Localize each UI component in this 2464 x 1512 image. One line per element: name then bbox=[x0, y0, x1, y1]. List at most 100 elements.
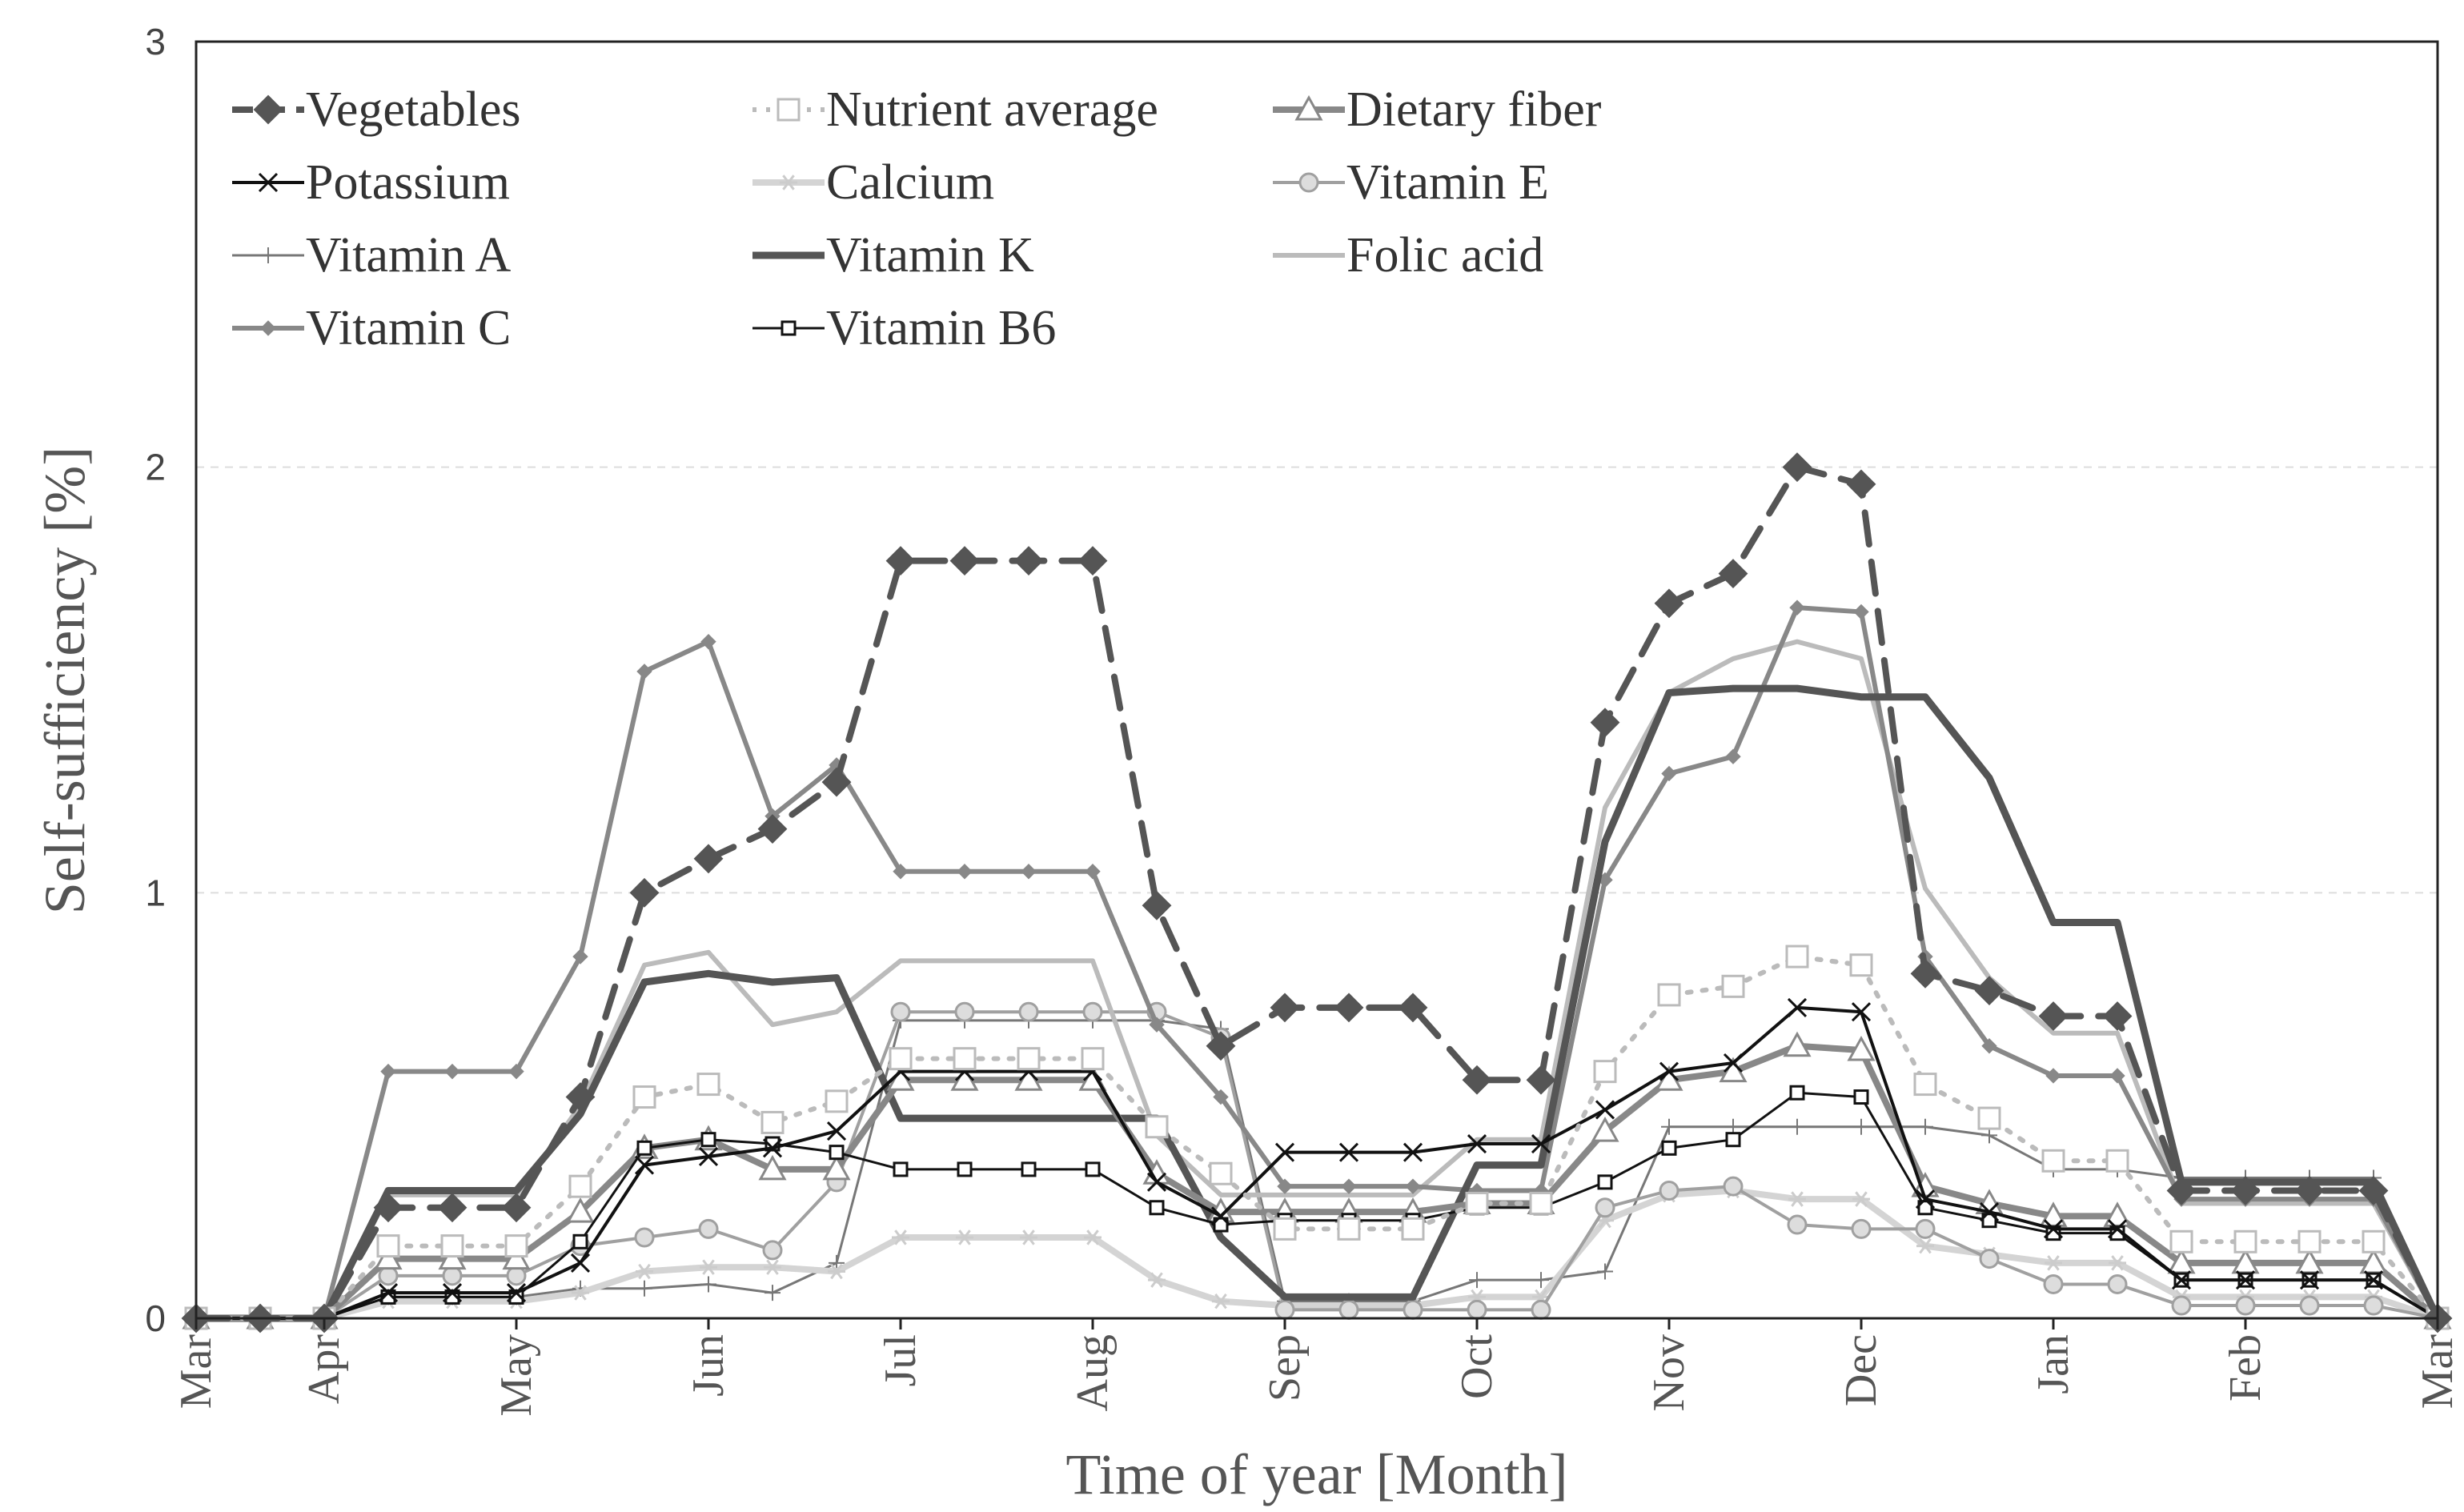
legend-marker bbox=[1294, 94, 1323, 121]
data-point-potassium bbox=[2043, 1219, 2064, 1239]
data-point-vegetables bbox=[2166, 1176, 2197, 1205]
series-vitamin-b6 bbox=[188, 1085, 2446, 1326]
series-line-potassium bbox=[195, 1005, 2439, 1320]
data-point-calcium bbox=[1788, 1191, 1806, 1207]
data-point-vitamin-c bbox=[508, 1063, 524, 1080]
data-point-vitamin-b6 bbox=[1661, 1140, 1677, 1156]
data-point-vitamin-b6 bbox=[1149, 1200, 1165, 1216]
data-point-vitamin-e bbox=[2299, 1295, 2320, 1316]
data-point-nutrient-average bbox=[953, 1047, 977, 1071]
series-vegetables bbox=[181, 452, 2453, 1334]
data-point-potassium bbox=[2171, 1270, 2192, 1290]
data-point-vegetables bbox=[2038, 1001, 2069, 1031]
legend-label: Nutrient average bbox=[826, 82, 1158, 137]
data-point-potassium bbox=[634, 1155, 655, 1175]
data-point-vitamin-a bbox=[1981, 1127, 1997, 1144]
x-axis-ticks: Mar Apr May Jun Jul Aug Sep Oct Nov Dec Jan Feb Mar bbox=[171, 1318, 2462, 1417]
data-point-vegetables bbox=[821, 767, 852, 797]
data-point-potassium bbox=[1595, 1100, 1615, 1120]
data-point-vitamin-e bbox=[1659, 1181, 1679, 1201]
data-point-vegetables bbox=[885, 546, 916, 576]
data-point-potassium bbox=[1338, 1142, 1359, 1162]
data-point-nutrient-average bbox=[1785, 944, 1809, 969]
data-point-nutrient-average bbox=[889, 1047, 913, 1071]
data-point-vitamin-e bbox=[442, 1265, 463, 1286]
data-point-calcium bbox=[956, 1229, 973, 1245]
data-point-nutrient-average bbox=[1081, 1047, 1105, 1071]
data-point-vegetables bbox=[757, 814, 788, 844]
data-point-nutrient-average bbox=[1593, 1060, 1617, 1084]
data-point-potassium bbox=[506, 1283, 527, 1303]
data-point-nutrient-average bbox=[696, 1073, 720, 1097]
data-point-vitamin-c bbox=[2045, 1068, 2061, 1084]
data-point-potassium bbox=[826, 1121, 847, 1141]
data-point-potassium bbox=[2363, 1270, 2384, 1290]
data-point-potassium bbox=[1531, 1133, 1551, 1154]
legend-item-vegetables: Vegetables bbox=[232, 82, 521, 137]
y-tick-label: 0 bbox=[145, 1297, 166, 1339]
data-point-nutrient-average bbox=[1145, 1115, 1169, 1139]
data-point-vitamin-e bbox=[2107, 1273, 2128, 1294]
data-point-calcium bbox=[1916, 1237, 1934, 1254]
data-point-vitamin-c bbox=[1725, 748, 1741, 764]
data-point-nutrient-average bbox=[632, 1085, 656, 1109]
data-point-vegetables bbox=[1334, 993, 1364, 1023]
data-point-vitamin-c bbox=[700, 633, 716, 650]
data-point-calcium bbox=[2045, 1255, 2062, 1271]
data-point-vitamin-c bbox=[1021, 864, 1037, 880]
data-point-vegetables bbox=[2358, 1176, 2389, 1205]
data-point-vitamin-c bbox=[1085, 864, 1101, 880]
data-point-nutrient-average bbox=[1977, 1106, 2001, 1130]
data-point-vitamin-a bbox=[700, 1276, 716, 1293]
data-point-vitamin-a bbox=[1597, 1263, 1613, 1280]
data-point-vitamin-c bbox=[1277, 1178, 1293, 1194]
data-point-calcium bbox=[1020, 1229, 1037, 1245]
data-point-vitamin-c bbox=[1789, 600, 1805, 616]
data-point-vitamin-e bbox=[1403, 1299, 1423, 1320]
data-point-nutrient-average bbox=[825, 1089, 849, 1113]
data-point-vegetables bbox=[501, 1193, 532, 1223]
series-line-vitamin-b6 bbox=[195, 1091, 2439, 1320]
data-point-potassium bbox=[1146, 1172, 1167, 1192]
x-tick-label: Feb bbox=[2221, 1334, 2270, 1402]
legend-item-vitamin-k: Vitamin K bbox=[752, 228, 1034, 283]
data-point-vitamin-e bbox=[1723, 1176, 1744, 1197]
data-point-vitamin-e bbox=[1915, 1218, 1936, 1239]
data-point-vitamin-c bbox=[1981, 1038, 1997, 1054]
data-point-vitamin-c bbox=[380, 1063, 396, 1080]
data-point-vitamin-b6 bbox=[1085, 1161, 1101, 1177]
data-point-potassium bbox=[762, 1138, 783, 1158]
data-point-vitamin-e bbox=[1979, 1249, 2000, 1269]
data-point-nutrient-average bbox=[1913, 1073, 1937, 1097]
data-point-potassium bbox=[1851, 1002, 1872, 1022]
legend-label: Vitamin A bbox=[306, 228, 512, 283]
data-point-vitamin-e bbox=[1082, 1001, 1103, 1022]
legend: Vegetables Nutrient average Dietary fiber P… bbox=[232, 82, 1602, 355]
data-point-calcium bbox=[1212, 1293, 1230, 1309]
data-point-potassium bbox=[1274, 1142, 1295, 1162]
x-tick-label: Aug bbox=[1068, 1334, 1118, 1411]
x-tick-label: Jun bbox=[684, 1334, 733, 1397]
series-layer bbox=[181, 452, 2453, 1334]
legend-label: Folic acid bbox=[1346, 228, 1543, 283]
data-point-vitamin-c bbox=[1853, 604, 1869, 620]
data-point-vitamin-e bbox=[762, 1240, 783, 1261]
legend-label: Calcium bbox=[826, 155, 994, 210]
data-point-vitamin-e bbox=[954, 1001, 975, 1022]
data-point-vitamin-c bbox=[1661, 765, 1677, 782]
data-point-vitamin-b6 bbox=[893, 1161, 909, 1177]
data-point-vegetables bbox=[2294, 1176, 2325, 1205]
data-point-vegetables bbox=[1526, 1065, 1556, 1095]
legend-item-potassium: Potassium bbox=[232, 155, 510, 210]
data-point-vegetables bbox=[1013, 546, 1044, 576]
data-point-nutrient-average bbox=[1209, 1161, 1233, 1185]
series-folic-acid bbox=[194, 639, 2440, 1321]
data-point-potassium bbox=[698, 1146, 719, 1167]
data-point-vegetables bbox=[1782, 452, 1812, 483]
data-point-vitamin-e bbox=[1018, 1001, 1039, 1022]
data-point-nutrient-average bbox=[2233, 1229, 2257, 1253]
x-tick-label: Sep bbox=[1260, 1334, 1310, 1402]
data-point-nutrient-average bbox=[1273, 1217, 1297, 1241]
data-point-vitamin-c bbox=[2109, 1068, 2125, 1084]
data-point-vitamin-b6 bbox=[1917, 1200, 1933, 1216]
